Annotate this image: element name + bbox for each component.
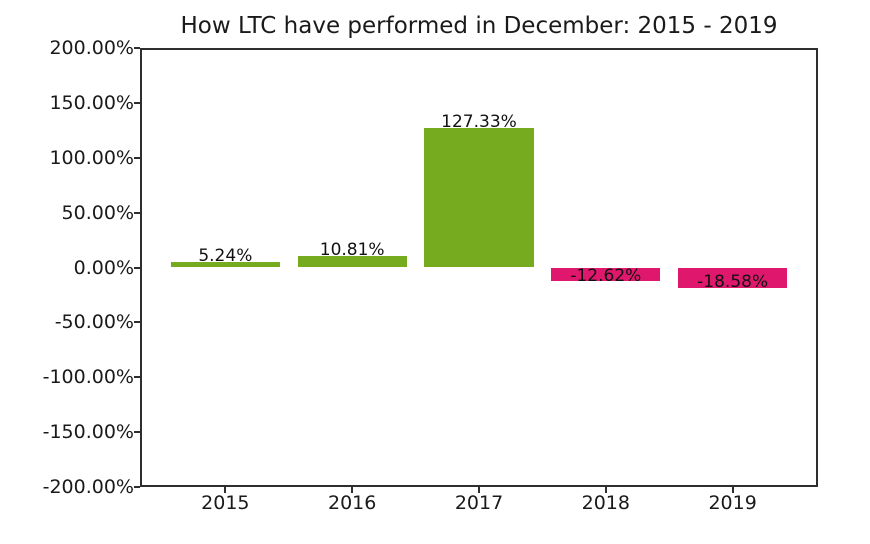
bar-value-label-2018: -12.62%: [570, 265, 642, 286]
y-tick-label: 200.00%: [49, 37, 134, 59]
x-tick-label-2015: 2015: [201, 492, 250, 514]
x-tick-mark: [731, 487, 734, 493]
y-tick-label: -200.00%: [42, 476, 134, 498]
x-tick-label-2017: 2017: [454, 492, 504, 514]
x-tick-label-2018: 2018: [581, 492, 630, 514]
x-tick-mark: [478, 487, 480, 493]
x-tick-label-2016: 2016: [327, 492, 377, 514]
y-tick-mark: [134, 266, 140, 269]
y-tick-label: -100.00%: [42, 366, 134, 389]
bar-2016: [297, 255, 407, 268]
y-tick-mark: [134, 156, 140, 159]
y-tick-label: 0.00%: [73, 256, 134, 279]
bar-2018: [551, 267, 661, 282]
y-tick-mark: [134, 47, 140, 49]
y-tick-mark: [134, 211, 140, 214]
bar-value-label-2016: 10.81%: [319, 240, 385, 261]
x-tick-mark: [224, 487, 227, 493]
chart-title: How LTC have performed in December: 2015…: [180, 13, 778, 39]
bar-2015: [170, 261, 280, 268]
x-tick-mark: [604, 487, 607, 493]
y-tick-mark: [134, 321, 140, 324]
x-tick-mark: [351, 487, 354, 493]
y-tick-label: -50.00%: [54, 311, 134, 334]
y-tick-label: -150.00%: [42, 421, 134, 444]
y-tick-label: 150.00%: [49, 91, 134, 114]
bar-value-label-2015: 5.24%: [198, 246, 253, 267]
y-tick-mark: [134, 101, 140, 104]
bar-value-label-2017: 127.33%: [441, 112, 517, 133]
bar-2017: [424, 127, 534, 268]
y-tick-mark: [134, 431, 140, 434]
bar-value-label-2019: -18.58%: [697, 272, 769, 293]
y-tick-mark: [134, 376, 140, 379]
x-tick-label-2019: 2019: [708, 492, 757, 514]
y-tick-label: 50.00%: [61, 201, 134, 224]
y-tick-mark: [134, 486, 140, 488]
bar-2019: [678, 267, 788, 288]
y-tick-label: 100.00%: [49, 146, 134, 169]
